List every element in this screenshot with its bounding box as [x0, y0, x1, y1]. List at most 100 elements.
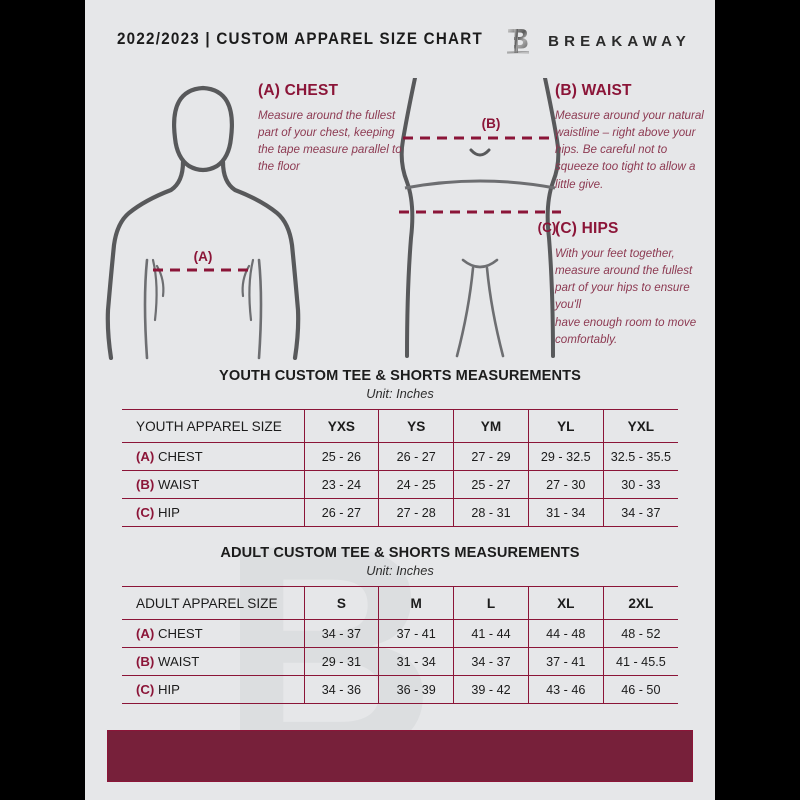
adult-cell-2-3: 43 - 46 [528, 675, 604, 704]
adult-cell-2-2: 39 - 42 [453, 675, 529, 704]
youth-cell-2-1: 27 - 28 [378, 498, 455, 527]
youth-table-body: YOUTH APPAREL SIZE YXS YS YM YL YXL (A) … [122, 409, 678, 527]
youth-cell-2-2: 28 - 31 [453, 498, 529, 527]
youth-size-table: YOUTH APPAREL SIZE YXS YS YM YL YXL (A) … [122, 409, 678, 527]
adult-row-1-name: WAIST [157, 654, 200, 669]
adult-cell-2-1: 36 - 39 [378, 675, 455, 704]
youth-row-2-label: (C) HIP [122, 498, 305, 527]
callout-chest-title: (A) CHEST [258, 82, 339, 99]
page-title: 2022/2023 | CUSTOM APPAREL SIZE CHART [117, 30, 483, 48]
callout-waist: (B) WAIST Measure around your natural wa… [555, 82, 705, 193]
adult-row-1-label: (B) WAIST [122, 647, 305, 676]
table-row: (C) HIP 26 - 27 27 - 28 28 - 31 31 - 34 … [122, 498, 678, 527]
adult-cell-0-3: 44 - 48 [528, 619, 604, 648]
youth-cell-1-4: 30 - 33 [603, 470, 678, 499]
breakaway-b-logo-icon [507, 29, 530, 54]
hips-measure-label: (C) [538, 220, 557, 235]
callout-hips: (C) HIPS With your feet together, measur… [555, 220, 707, 348]
youth-row-2-name: HIP [157, 505, 180, 520]
adult-size-table: ADULT APPAREL SIZE S M L XL 2XL (A) CHES… [122, 586, 678, 704]
adult-table-body: ADULT APPAREL SIZE S M L XL 2XL (A) CHES… [122, 586, 678, 704]
callout-hips-title: (C) HIPS [555, 220, 619, 237]
adult-row-2-label: (C) HIP [122, 675, 305, 704]
brand-lockup: BREAKAWAY [506, 26, 691, 56]
adult-header-size-1: M [378, 586, 455, 620]
table-row: (C) HIP 34 - 36 36 - 39 39 - 42 43 - 46 … [122, 675, 678, 704]
adult-header-size-2: L [453, 586, 529, 620]
lower-body-silhouette: (B) (C) [399, 78, 561, 358]
youth-cell-0-2: 27 - 29 [453, 442, 529, 471]
adult-cell-1-3: 37 - 41 [528, 647, 604, 676]
adult-header-size-4: 2XL [603, 586, 678, 620]
youth-cell-2-0: 26 - 27 [304, 498, 380, 527]
callout-waist-body: Measure around your natural waistline – … [555, 109, 704, 191]
youth-row-2-tag: (C) [136, 505, 155, 520]
youth-cell-1-0: 23 - 24 [304, 470, 380, 499]
adult-cell-2-4: 46 - 50 [603, 675, 678, 704]
adult-header-size-3: XL [528, 586, 604, 620]
table-header-row: YOUTH APPAREL SIZE YXS YS YM YL YXL [122, 409, 678, 443]
table-row: (B) WAIST 29 - 31 31 - 34 34 - 37 37 - 4… [122, 647, 678, 676]
adult-cell-1-4: 41 - 45.5 [603, 647, 678, 676]
youth-cell-0-0: 25 - 26 [304, 442, 380, 471]
youth-cell-0-4: 32.5 - 35.5 [603, 442, 678, 471]
youth-row-0-tag: (A) [136, 449, 155, 464]
callout-hips-body: With your feet together, measure around … [555, 247, 697, 346]
adult-row-2-name: HIP [157, 682, 180, 697]
youth-row-1-name: WAIST [157, 477, 200, 492]
adult-header-label: ADULT APPAREL SIZE [122, 586, 305, 620]
adult-row-0-tag: (A) [136, 626, 155, 641]
youth-cell-1-1: 24 - 25 [378, 470, 455, 499]
youth-cell-0-3: 29 - 32.5 [528, 442, 604, 471]
adult-cell-0-4: 48 - 52 [603, 619, 678, 648]
youth-row-1-label: (B) WAIST [122, 470, 305, 499]
youth-cell-2-4: 34 - 37 [603, 498, 678, 527]
adult-row-2-tag: (C) [136, 682, 155, 697]
youth-header-size-2: YM [453, 409, 529, 443]
youth-row-0-name: CHEST [157, 449, 203, 464]
page-header: 2022/2023 | CUSTOM APPAREL SIZE CHART BR [85, 0, 715, 72]
youth-row-1-tag: (B) [136, 477, 155, 492]
upper-body-silhouette: (A) [105, 85, 301, 360]
adult-cell-1-1: 31 - 34 [378, 647, 455, 676]
adult-cell-2-0: 34 - 36 [304, 675, 380, 704]
table-header-row: ADULT APPAREL SIZE S M L XL 2XL [122, 586, 678, 620]
youth-header-size-1: YS [378, 409, 455, 443]
table-row: (A) CHEST 25 - 26 26 - 27 27 - 29 29 - 3… [122, 442, 678, 471]
brand-name: BREAKAWAY [548, 32, 691, 50]
footer-accent-bar [107, 730, 693, 782]
adult-size-table-block: ADULT CUSTOM TEE & SHORTS MEASUREMENTS U… [85, 545, 715, 704]
youth-cell-0-1: 26 - 27 [378, 442, 455, 471]
waist-measure-label: (B) [482, 116, 501, 131]
adult-cell-1-0: 29 - 31 [304, 647, 380, 676]
youth-cell-1-3: 27 - 30 [528, 470, 604, 499]
adult-cell-0-2: 41 - 44 [453, 619, 529, 648]
table-row: (A) CHEST 34 - 37 37 - 41 41 - 44 44 - 4… [122, 619, 678, 648]
youth-size-table-block: YOUTH CUSTOM TEE & SHORTS MEASUREMENTS U… [85, 368, 715, 527]
youth-row-0-label: (A) CHEST [122, 442, 305, 471]
measurement-illustrations: (A) (B) (C) [85, 70, 715, 360]
youth-table-title: YOUTH CUSTOM TEE & SHORTS MEASUREMENTS [219, 368, 581, 384]
adult-table-title: ADULT CUSTOM TEE & SHORTS MEASUREMENTS [220, 545, 580, 561]
youth-cell-2-3: 31 - 34 [528, 498, 604, 527]
adult-row-0-name: CHEST [157, 626, 203, 641]
navel-mark [469, 148, 491, 157]
youth-header-size-3: YL [528, 409, 604, 443]
size-chart-page: B 2022/2023 | CUSTOM APPAREL SIZE CHART [85, 0, 715, 800]
adult-header-size-0: S [304, 586, 380, 620]
youth-cell-1-2: 25 - 27 [453, 470, 529, 499]
youth-header-label: YOUTH APPAREL SIZE [122, 409, 305, 443]
youth-table-unit: Unit: Inches [366, 386, 434, 401]
callout-waist-title: (B) WAIST [555, 82, 632, 99]
adult-cell-1-2: 34 - 37 [453, 647, 529, 676]
callout-chest-body: Measure around the fullest part of your … [258, 109, 402, 174]
youth-header-size-0: YXS [304, 409, 380, 443]
chest-measure-label: (A) [194, 249, 213, 264]
table-row: (B) WAIST 23 - 24 24 - 25 25 - 27 27 - 3… [122, 470, 678, 499]
adult-row-0-label: (A) CHEST [122, 619, 305, 648]
adult-cell-0-0: 34 - 37 [304, 619, 380, 648]
adult-cell-0-1: 37 - 41 [378, 619, 455, 648]
adult-table-unit: Unit: Inches [366, 563, 434, 578]
adult-row-1-tag: (B) [136, 654, 155, 669]
youth-header-size-4: YXL [603, 409, 678, 443]
